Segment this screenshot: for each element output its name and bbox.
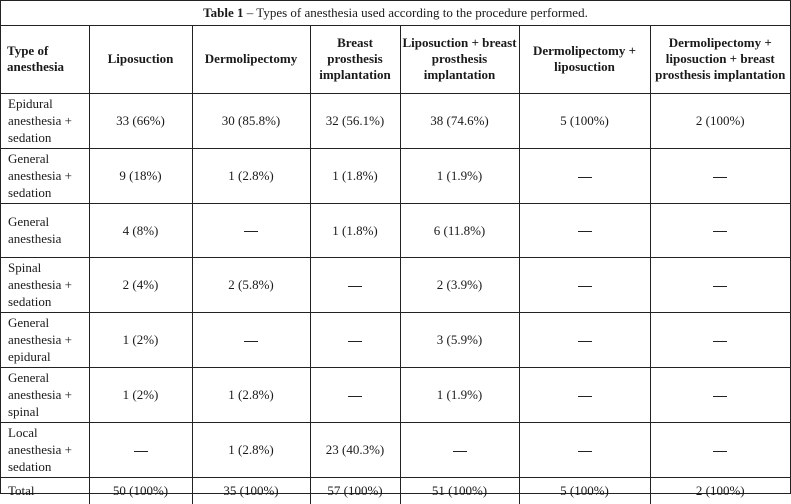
table-cell: 1 (1.8%): [310, 148, 401, 204]
table-cell: 6 (11.8%): [400, 203, 520, 258]
table-cell: 1 (1.9%): [400, 367, 520, 423]
table-cell: 9 (18%): [89, 148, 193, 204]
row-label: General anesthesia + spinal: [1, 367, 90, 423]
table-cell: [310, 312, 401, 368]
table-row: Local anesthesia + sedation 1 (2.8%) 23 …: [1, 422, 790, 478]
empty-dash: [348, 285, 362, 287]
table-cell: 3 (5.9%): [400, 312, 520, 368]
table-cell: 2 (5.8%): [192, 257, 311, 313]
table-cell: [192, 312, 311, 368]
empty-dash: [577, 340, 592, 342]
empty-dash: [577, 450, 592, 452]
table-cell: 1 (2%): [89, 312, 193, 368]
table-cell: [519, 422, 651, 478]
empty-dash: [348, 340, 362, 342]
empty-dash: [348, 395, 362, 397]
table-cell: 2 (4%): [89, 257, 193, 313]
table-cell: 1 (1.8%): [310, 203, 401, 258]
row-label: Spinal anesthesia + sedation: [1, 257, 90, 313]
table-cell: [650, 148, 790, 204]
table-cell: [519, 203, 651, 258]
caption-text: – Types of anesthesia used according to …: [243, 5, 588, 20]
table-cell: 23 (40.3%): [310, 422, 401, 478]
row-label: General anesthesia + sedation: [1, 148, 90, 204]
empty-dash: [577, 395, 592, 397]
table-row: Spinal anesthesia + sedation 2 (4%) 2 (5…: [1, 257, 790, 313]
table-cell: 1 (2.8%): [192, 148, 311, 204]
row-label: Local anesthesia + sedation: [1, 422, 90, 478]
table-body: Epidural anesthesia + sedation 33 (66%) …: [1, 93, 790, 504]
column-header: Liposuction: [89, 26, 193, 94]
table-cell: 1 (2%): [89, 367, 193, 423]
table-cell: 2 (3.9%): [400, 257, 520, 313]
table-cell: [650, 367, 790, 423]
table-cell: 1 (2.8%): [192, 367, 311, 423]
row-label: General anesthesia: [1, 203, 90, 258]
table-cell: 51 (100%): [400, 477, 520, 504]
table-cell: 57 (100%): [310, 477, 401, 504]
column-header: Liposuction + breast prosthesis implanta…: [400, 26, 520, 94]
table-cell: [519, 148, 651, 204]
table-cell: [650, 422, 790, 478]
table-cell: 5 (100%): [519, 477, 651, 504]
table-cell: [519, 312, 651, 368]
column-header: Dermolipectomy + liposuction + breast pr…: [650, 26, 790, 94]
table-cell: 1 (2.8%): [192, 422, 311, 478]
column-header: Type of anesthesia: [1, 26, 90, 94]
empty-dash: [452, 450, 467, 452]
empty-dash: [244, 231, 258, 233]
table-cell: 32 (56.1%): [310, 93, 401, 149]
row-label: Total: [1, 477, 90, 504]
table-cell: [519, 367, 651, 423]
table-cell: [89, 422, 193, 478]
table-cell: 2 (100%): [650, 93, 790, 149]
table-cell: [519, 257, 651, 313]
table-cell: 30 (85.8%): [192, 93, 311, 149]
row-label: General anesthesia + epidural: [1, 312, 90, 368]
total-row: Total 50 (100%) 35 (100%) 57 (100%) 51 (…: [1, 477, 790, 504]
empty-dash: [577, 231, 592, 233]
table-cell: 35 (100%): [192, 477, 311, 504]
table-cell: [650, 257, 790, 313]
table-cell: [310, 257, 401, 313]
table-cell: 33 (66%): [89, 93, 193, 149]
table-caption: Table 1 – Types of anesthesia used accor…: [1, 1, 790, 26]
caption-label: Table 1: [203, 5, 244, 20]
table-row: General anesthesia 4 (8%) 1 (1.8%) 6 (11…: [1, 203, 790, 258]
table-cell: 1 (1.9%): [400, 148, 520, 204]
table-cell: [400, 422, 520, 478]
empty-dash: [713, 176, 728, 178]
empty-dash: [577, 285, 592, 287]
empty-dash: [133, 450, 148, 452]
empty-dash: [713, 395, 728, 397]
table-cell: [310, 367, 401, 423]
table-cell: [650, 312, 790, 368]
header-row: Type of anesthesia Liposuction Dermolipe…: [1, 26, 790, 94]
column-header: Breast prosthesis implantation: [310, 26, 401, 94]
empty-dash: [577, 176, 592, 178]
anesthesia-table: Type of anesthesia Liposuction Dermolipe…: [1, 26, 790, 504]
table-cell: 50 (100%): [89, 477, 193, 504]
table-cell: 5 (100%): [519, 93, 651, 149]
table-row: General anesthesia + spinal 1 (2%) 1 (2.…: [1, 367, 790, 423]
row-label: Epidural anesthesia + sedation: [1, 93, 90, 149]
empty-dash: [713, 340, 728, 342]
table-cell: 4 (8%): [89, 203, 193, 258]
table-cell: [650, 203, 790, 258]
table-row: General anesthesia + epidural 1 (2%) 3 (…: [1, 312, 790, 368]
empty-dash: [713, 285, 728, 287]
table-row: Epidural anesthesia + sedation 33 (66%) …: [1, 93, 790, 149]
table-cell: 38 (74.6%): [400, 93, 520, 149]
column-header: Dermolipectomy + liposuction: [519, 26, 651, 94]
table-cell: [192, 203, 311, 258]
empty-dash: [713, 450, 728, 452]
column-header: Dermolipectomy: [192, 26, 311, 94]
table-cell: 2 (100%): [695, 483, 745, 499]
table-row: General anesthesia + sedation 9 (18%) 1 …: [1, 148, 790, 204]
empty-dash: [244, 340, 258, 342]
empty-dash: [713, 231, 728, 233]
